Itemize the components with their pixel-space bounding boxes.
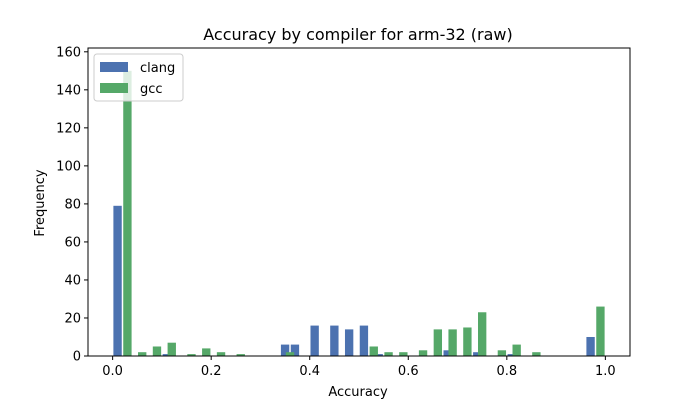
bar-clang bbox=[586, 336, 595, 356]
bar-clang bbox=[162, 354, 172, 356]
y-tick-label: 40 bbox=[64, 273, 81, 288]
bar-gcc bbox=[512, 344, 521, 356]
y-tick-label: 100 bbox=[56, 159, 81, 174]
bar-gcc bbox=[478, 312, 487, 356]
bar-gcc bbox=[399, 352, 408, 356]
bar-gcc bbox=[433, 329, 443, 356]
x-tick-label: 0.6 bbox=[398, 364, 419, 379]
bar-gcc bbox=[236, 354, 245, 356]
chart-title: Accuracy by compiler for arm-32 (raw) bbox=[203, 25, 513, 44]
legend-label-gcc: gcc bbox=[140, 82, 163, 97]
x-tick-label: 1.0 bbox=[595, 364, 616, 379]
bar-gcc bbox=[418, 350, 428, 356]
bar-gcc bbox=[167, 342, 176, 356]
y-tick-label: 80 bbox=[64, 197, 81, 212]
bar-gcc bbox=[202, 348, 211, 356]
bar-clang bbox=[310, 325, 319, 356]
y-tick-label: 0 bbox=[73, 350, 81, 365]
bar-clang bbox=[113, 205, 122, 356]
legend-label-clang: clang bbox=[140, 61, 175, 76]
bar-gcc bbox=[285, 352, 295, 356]
y-tick-label: 160 bbox=[56, 45, 81, 60]
x-tick-label: 0.2 bbox=[201, 364, 222, 379]
bar-gcc bbox=[532, 352, 541, 356]
y-tick-label: 20 bbox=[64, 311, 81, 326]
bar-clang bbox=[473, 352, 482, 356]
y-tick-label: 60 bbox=[64, 235, 81, 250]
bar-gcc bbox=[138, 352, 147, 356]
y-tick-label: 120 bbox=[56, 121, 81, 136]
x-tick-label: 0.0 bbox=[102, 364, 123, 379]
legend-swatch-clang bbox=[100, 62, 128, 72]
bar-gcc bbox=[187, 354, 196, 356]
x-tick-label: 0.4 bbox=[299, 364, 320, 379]
bar-gcc bbox=[216, 352, 226, 356]
bar-clang bbox=[359, 325, 369, 356]
bar-gcc bbox=[123, 70, 132, 356]
bar-gcc bbox=[369, 346, 378, 356]
plot-area: 0.0 0.2 0.4 0.6 0.8 1.0 0 20 40 60 80 100 120 140 160 bbox=[56, 45, 631, 379]
y-axis-label: Frequency bbox=[33, 169, 48, 236]
y-tick-label: 140 bbox=[56, 83, 81, 98]
x-tick-label: 0.8 bbox=[496, 364, 517, 379]
axes-frame bbox=[87, 47, 631, 357]
bar-gcc bbox=[596, 306, 605, 356]
legend: clang gcc bbox=[93, 53, 184, 102]
bar-clang bbox=[280, 344, 290, 356]
bar-gcc bbox=[448, 329, 457, 356]
bar-clang bbox=[290, 344, 300, 356]
bar-clang bbox=[330, 325, 339, 356]
bar-gcc bbox=[463, 327, 472, 356]
bar-gcc bbox=[384, 352, 393, 356]
legend-swatch-gcc bbox=[100, 83, 128, 93]
bar-clang bbox=[344, 329, 354, 356]
bar-clang bbox=[443, 350, 452, 356]
bar-clang bbox=[507, 354, 516, 356]
x-axis-label: Accuracy bbox=[328, 385, 388, 400]
bar-gcc bbox=[497, 350, 507, 356]
bar-clang bbox=[374, 354, 383, 356]
bar-gcc bbox=[152, 346, 162, 356]
